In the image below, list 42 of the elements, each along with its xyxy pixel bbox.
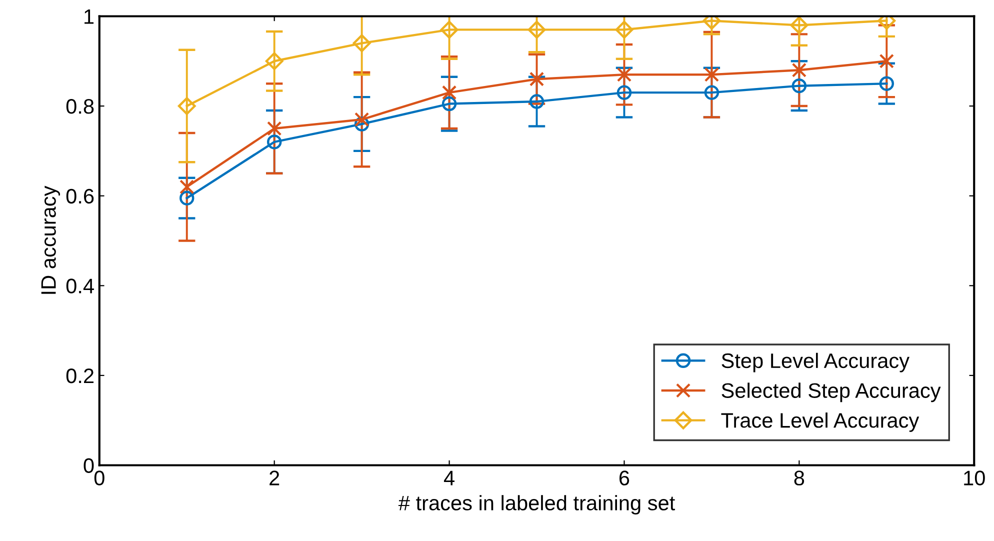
y-axis-title: ID accuracy	[41, 186, 60, 294]
y-tick-label: 0.2	[66, 368, 94, 384]
legend-label: Step Level Accuracy	[722, 352, 910, 372]
point	[354, 116, 370, 132]
point	[529, 94, 544, 109]
point	[528, 20, 546, 39]
legend-label: Trace Level Accuracy	[721, 412, 920, 432]
legend-label: Selected Step Accuracy	[722, 382, 941, 402]
point	[792, 62, 807, 78]
y-tick-label: 0.4	[66, 278, 94, 294]
y-tick-label: 0.6	[66, 188, 94, 204]
point	[180, 190, 194, 206]
point	[265, 52, 284, 70]
point	[704, 85, 720, 100]
x-tick-label: 6	[619, 470, 630, 486]
y-tick-label: 0	[84, 458, 94, 474]
x-tick-label: 0	[94, 470, 104, 486]
point	[442, 96, 457, 112]
point	[529, 72, 544, 86]
point	[616, 85, 632, 100]
point	[879, 76, 894, 91]
point	[442, 85, 457, 100]
x-tick-label: 10	[964, 470, 985, 486]
x-tick-label: 2	[270, 470, 280, 486]
point	[792, 78, 807, 94]
x-axis-title: # traces in labeled training set	[398, 495, 676, 515]
point	[440, 20, 458, 39]
point	[616, 67, 632, 82]
point	[352, 34, 371, 52]
point	[879, 54, 894, 68]
point	[266, 121, 282, 136]
point	[790, 16, 808, 34]
x-tick-label: 8	[794, 470, 804, 486]
point	[266, 134, 282, 150]
y-tick-label: 0.8	[66, 99, 94, 114]
y-tick-label: 1	[84, 9, 94, 24]
x-tick-label: 4	[444, 470, 454, 486]
point	[615, 20, 634, 39]
point	[354, 112, 370, 127]
point	[704, 67, 720, 82]
point	[178, 97, 196, 116]
point	[180, 180, 194, 194]
